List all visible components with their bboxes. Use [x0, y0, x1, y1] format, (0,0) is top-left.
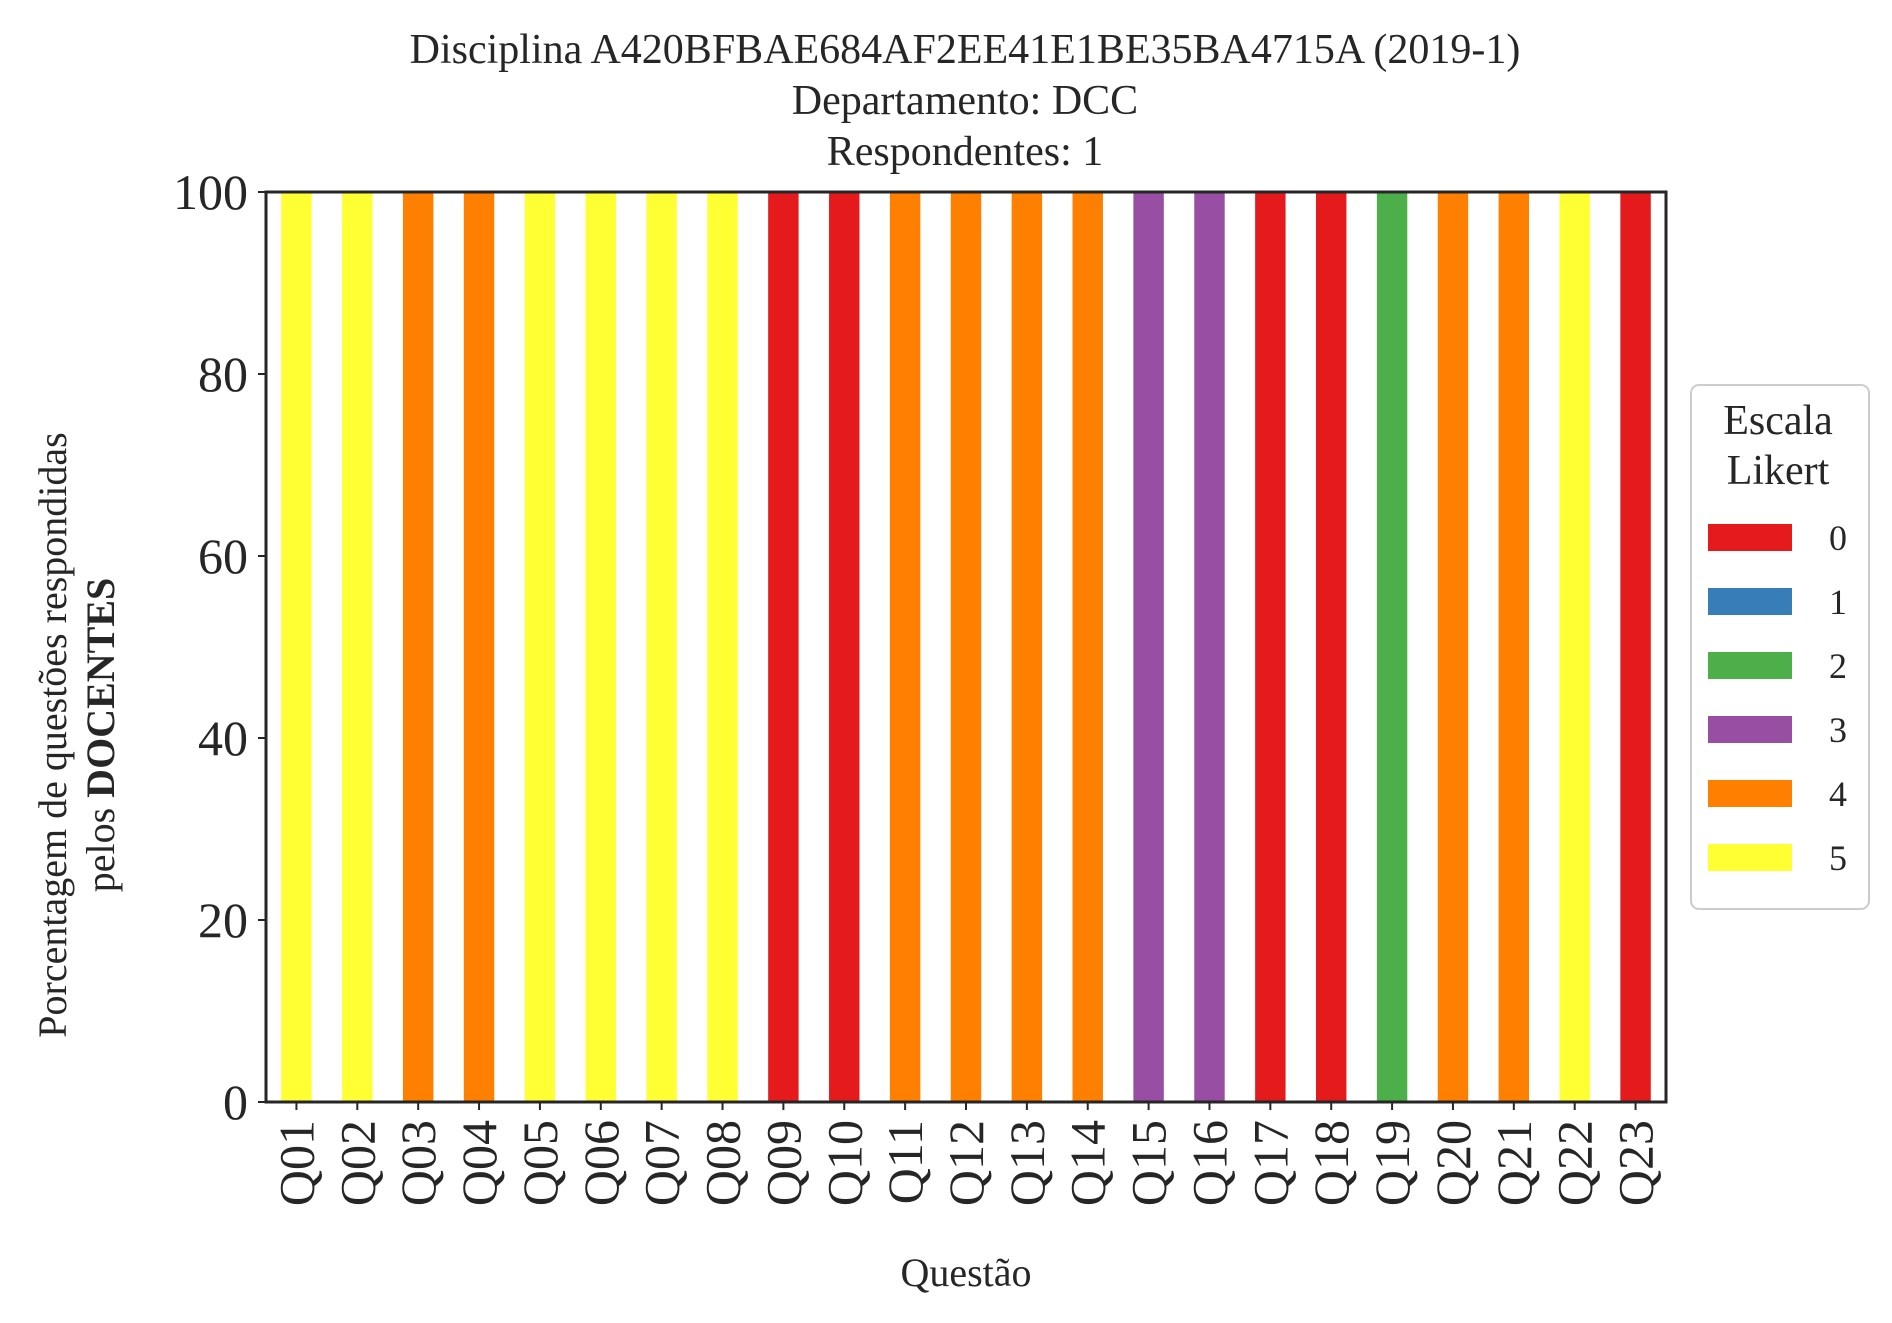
y-tick-label-40: 40	[198, 710, 248, 766]
bar-q05-likert-5	[524, 192, 556, 1102]
y-axis-label-line1: Porcentagem de questões respondidas	[30, 432, 75, 1037]
legend-swatch-3	[1708, 716, 1792, 743]
bar-q14-likert-4	[1072, 192, 1103, 1102]
x-tick-label-q17: Q17	[1242, 1120, 1298, 1206]
legend-title-line1: Escala	[1723, 398, 1833, 444]
y-tick-label-100: 100	[173, 164, 248, 220]
x-tick-label-q15: Q15	[1121, 1120, 1177, 1206]
legend-swatch-4	[1708, 780, 1792, 807]
legend-swatch-2	[1708, 652, 1792, 679]
legend-swatch-5	[1708, 844, 1792, 871]
bar-q22-likert-5	[1559, 192, 1590, 1102]
x-tick-label-q11: Q11	[877, 1120, 933, 1204]
bar-q17-likert-0	[1255, 192, 1286, 1102]
y-axis-label: Porcentagem de questões respondidas pelo…	[30, 432, 123, 1037]
x-tick-label-q06: Q06	[573, 1120, 629, 1206]
chart-subtitle-respondents: Respondentes: 1	[827, 129, 1103, 175]
x-tick-label-q05: Q05	[512, 1120, 568, 1206]
legend-swatch-0	[1708, 524, 1792, 551]
x-tick-label-q04: Q04	[451, 1120, 507, 1206]
bar-q02-likert-5	[342, 192, 373, 1102]
bar-q07-likert-5	[646, 192, 677, 1102]
legend-label-0: 0	[1829, 518, 1847, 558]
x-tick-label-q16: Q16	[1181, 1120, 1237, 1206]
x-tick-label-q02: Q02	[329, 1120, 385, 1206]
bar-q13-likert-4	[1011, 192, 1043, 1102]
x-axis-label: Questão	[900, 1250, 1031, 1295]
chart-title: Disciplina A420BFBAE684AF2EE41E1BE35BA47…	[410, 27, 1521, 73]
bar-q23-likert-0	[1620, 192, 1651, 1102]
bar-q12-likert-4	[950, 192, 982, 1102]
legend-label-1: 1	[1829, 582, 1847, 622]
x-tick-label-q23: Q23	[1608, 1120, 1664, 1206]
chart-title-block: Disciplina A420BFBAE684AF2EE41E1BE35BA47…	[410, 27, 1521, 175]
legend-title-line2: Likert	[1727, 448, 1830, 494]
bar-q18-likert-0	[1316, 192, 1347, 1102]
x-tick-label-q01: Q01	[268, 1120, 324, 1206]
bar-q20-likert-4	[1437, 192, 1469, 1102]
legend-frame	[1690, 384, 1870, 910]
legend-label-3: 3	[1829, 710, 1847, 750]
y-axis-label-bold: DOCENTES	[78, 578, 123, 798]
x-tick-label-q19: Q19	[1364, 1120, 1420, 1206]
x-tick-label-q22: Q22	[1547, 1120, 1603, 1206]
bar-q09-likert-0	[768, 192, 799, 1102]
bar-q19-likert-2	[1376, 192, 1408, 1102]
x-tick-label-q08: Q08	[695, 1120, 751, 1206]
legend-label-5: 5	[1829, 838, 1847, 878]
bar-q10-likert-0	[829, 192, 860, 1102]
legend-label-2: 2	[1829, 646, 1847, 686]
y-tick-label-80: 80	[198, 346, 248, 402]
legend: Escala Likert 0 1 2 3 4 5	[1690, 384, 1870, 910]
bars-group	[281, 192, 1651, 1102]
x-tick-label-q07: Q07	[634, 1120, 690, 1206]
x-tick-label-q13: Q13	[999, 1120, 1055, 1206]
y-ticks-group: 0 20 40 60 80 100	[173, 164, 266, 1130]
y-tick-label-20: 20	[198, 892, 248, 948]
legend-items: 0 1 2 3 4 5	[1708, 518, 1847, 878]
x-tick-label-q10: Q10	[816, 1120, 872, 1206]
bar-q15-likert-3	[1133, 192, 1164, 1102]
plot-frame	[264, 190, 1668, 1104]
bar-q16-likert-3	[1194, 192, 1225, 1102]
x-tick-label-q18: Q18	[1303, 1120, 1359, 1206]
y-axis-label-prefix: pelos	[78, 798, 123, 892]
x-ticks-group: Q01 Q02 Q03 Q04 Q05 Q06 Q07 Q08 Q09 Q10 Q11 Q12 Q13 Q…	[268, 1102, 1664, 1206]
bar-q06-likert-5	[585, 192, 616, 1102]
bar-q01-likert-5	[281, 192, 312, 1102]
x-tick-label-q14: Q14	[1060, 1120, 1116, 1206]
bar-q03-likert-4	[402, 192, 434, 1102]
chart-subtitle-department: Departamento: DCC	[792, 78, 1138, 124]
x-tick-label-q12: Q12	[938, 1120, 994, 1206]
y-tick-label-60: 60	[198, 528, 248, 584]
bar-q21-likert-4	[1498, 192, 1530, 1102]
y-axis-label-line2: pelos DOCENTES	[78, 578, 123, 893]
x-tick-label-q20: Q20	[1425, 1120, 1481, 1206]
x-tick-label-q03: Q03	[390, 1120, 446, 1206]
bar-q08-likert-5	[707, 192, 738, 1102]
bar-q11-likert-4	[889, 192, 921, 1102]
x-tick-label-q09: Q09	[755, 1120, 811, 1206]
x-tick-label-q21: Q21	[1486, 1120, 1542, 1206]
bar-q04-likert-4	[463, 192, 495, 1102]
y-tick-label-0: 0	[223, 1074, 248, 1130]
legend-swatch-1	[1708, 588, 1792, 615]
legend-label-4: 4	[1829, 774, 1847, 814]
